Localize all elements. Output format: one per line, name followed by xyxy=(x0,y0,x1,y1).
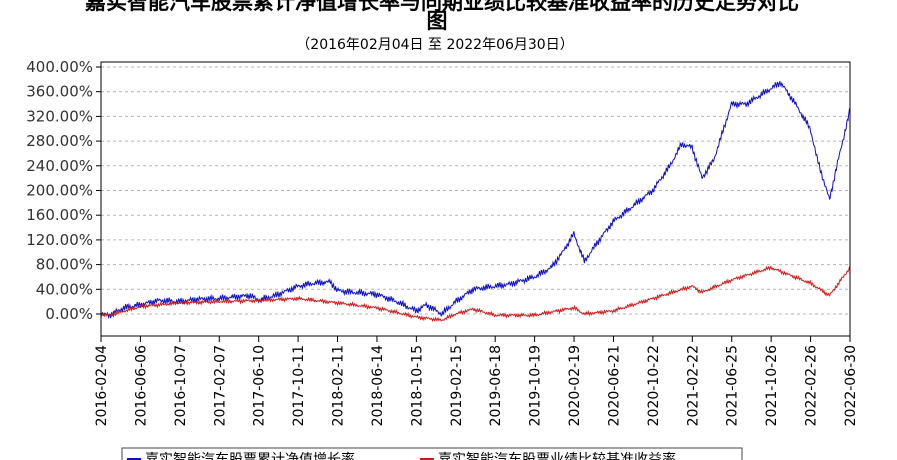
x-axis: 2016-02-04 2016-06-06 2016-10-07 2017-02-07… xyxy=(94,336,859,426)
legend: 嘉实智能汽车股票累计净值增长率 嘉实智能汽车股票业绩比较基准收益率 xyxy=(121,447,743,460)
x-tick-label: 2018-06-14 xyxy=(370,345,386,426)
y-tick-label: 400.00% xyxy=(26,58,93,76)
x-tick-label: 2018-10-15 xyxy=(409,345,425,426)
y-tick-label: 200.00% xyxy=(26,182,93,200)
x-tick-label: 2016-02-04 xyxy=(94,345,110,426)
x-tick-label: 2017-06-10 xyxy=(252,345,268,426)
x-tick-label: 2020-10-22 xyxy=(646,345,662,426)
y-tick-label: 320.00% xyxy=(26,107,93,125)
y-tick-label: 80.00% xyxy=(36,256,93,274)
x-tick-label: 2017-10-11 xyxy=(291,345,307,426)
y-tick-label: 160.00% xyxy=(26,206,93,224)
y-tick-label: 0.00% xyxy=(45,305,93,323)
x-tick-label: 2016-06-06 xyxy=(133,345,149,426)
plot-frame xyxy=(100,61,851,337)
x-tick-label: 2019-06-18 xyxy=(488,345,504,426)
x-tick-label: 2022-02-26 xyxy=(804,345,820,426)
y-tick-label: 280.00% xyxy=(26,132,93,150)
chart-title-line1: 嘉实智能汽车股票累计净值增长率与同期业绩比较基准收益率的历史走势对比 xyxy=(85,0,799,14)
x-tick-label: 2021-06-25 xyxy=(725,345,741,426)
series-line-benchmark-return xyxy=(100,265,851,323)
series-layer xyxy=(100,81,851,323)
y-axis: 400.00% 360.00% 320.00% 280.00% 240.00% 200.0… xyxy=(26,58,101,323)
x-tick-label: 2019-02-15 xyxy=(449,345,465,426)
legend-box xyxy=(121,447,743,460)
x-tick-label: 2019-10-19 xyxy=(528,345,544,426)
x-tick-label: 2020-06-21 xyxy=(606,345,622,426)
legend-label-benchmark: 嘉实智能汽车股票业绩比较基准收益率 xyxy=(438,451,676,460)
x-tick-label: 2020-02-19 xyxy=(567,345,583,426)
x-tick-label: 2016-10-07 xyxy=(173,345,189,426)
y-tick-label: 120.00% xyxy=(26,231,93,249)
y-tick-label: 360.00% xyxy=(26,83,93,101)
x-tick-label: 2018-02-11 xyxy=(331,345,347,426)
y-tick-label: 40.00% xyxy=(36,280,93,298)
y-tick-label: 240.00% xyxy=(26,157,93,175)
grid xyxy=(101,66,850,315)
x-tick-label: 2017-02-07 xyxy=(212,345,228,426)
x-tick-label: 2021-02-22 xyxy=(685,345,701,426)
legend-label-nav: 嘉实智能汽车股票累计净值增长率 xyxy=(145,451,355,460)
chart-subtitle: （2016年02月04日 至 2022年06月30日） xyxy=(296,37,573,53)
chart-title-line2: 图 xyxy=(427,9,448,33)
x-tick-label: 2022-06-30 xyxy=(843,345,859,426)
x-tick-label: 2021-10-26 xyxy=(764,345,780,426)
